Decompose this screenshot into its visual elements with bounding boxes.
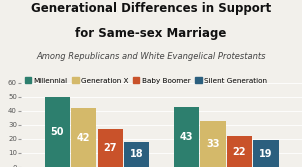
Bar [98,129,123,167]
Text: 18: 18 [130,149,143,159]
Bar [227,136,252,167]
Text: 27: 27 [104,143,117,153]
Text: 22: 22 [233,147,246,157]
Text: 33: 33 [206,139,220,149]
Bar [44,97,70,167]
Legend: Millennial, Generation X, Baby Boomer, Silent Generation: Millennial, Generation X, Baby Boomer, S… [22,75,270,87]
Bar [71,108,96,167]
Bar [200,121,226,167]
Text: 50: 50 [50,127,64,137]
Text: for Same-sex Marriage: for Same-sex Marriage [75,27,227,40]
Bar [253,140,279,167]
Text: 19: 19 [259,149,273,159]
Text: 43: 43 [180,132,193,142]
Text: Generational Differences in Support: Generational Differences in Support [31,2,271,15]
Bar [124,142,149,167]
Bar [174,107,199,167]
Text: 42: 42 [77,133,91,143]
Text: Among Republicans and White Evangelical Protestants: Among Republicans and White Evangelical … [36,52,266,61]
